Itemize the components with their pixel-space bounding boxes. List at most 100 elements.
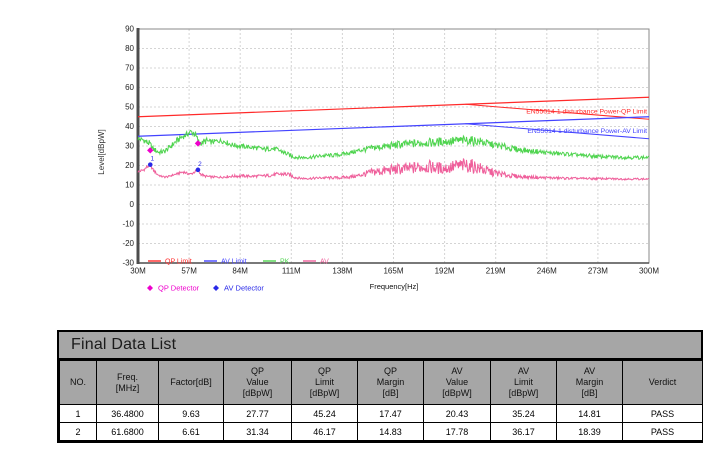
detector-legend-swatch	[213, 285, 219, 291]
header-cell: NO.	[59, 360, 97, 405]
data-cell: 36.17	[490, 422, 557, 441]
header-line: Verdict	[648, 377, 677, 387]
header-cell: AV Limit [dBpW]	[490, 360, 557, 405]
header-line: [dBpW]	[309, 388, 340, 398]
data-cell: PASS	[622, 404, 703, 423]
table-title: Final Data List	[59, 332, 701, 360]
x-tick-label: 165M	[383, 267, 403, 276]
legend-label: QP Limit	[165, 259, 192, 266]
header-line: [dB]	[581, 388, 598, 398]
header-cell: AV Value [dBpW]	[423, 360, 491, 405]
data-cell: 35.24	[490, 404, 557, 423]
x-tick-label: 138M	[332, 267, 352, 276]
header-line: QP	[383, 366, 397, 376]
x-tick-label: 57M	[181, 267, 197, 276]
data-cell: 27.77	[223, 404, 292, 423]
pk-trace	[137, 129, 650, 161]
data-cell: 45.24	[291, 404, 358, 423]
grid	[138, 29, 649, 263]
final-data-grid: NO. Freq. [MHz] Factor[dB] QP Value [dBpW] QP Li…	[59, 360, 703, 441]
data-cell: 9.63	[158, 404, 224, 423]
data-cell: 46.17	[291, 422, 358, 441]
header-line: NO.	[69, 377, 86, 387]
av-detector-marker	[147, 162, 153, 167]
header-line: AV	[583, 366, 596, 376]
table-row: 1 36.4800 9.63 27.77 45.24 17.47 20.43 35.24 14.…	[59, 404, 703, 423]
qp-limit-label: EN55014-1 disturbance Power-QP Limit	[526, 108, 647, 115]
y-tick-label: 40	[125, 122, 134, 131]
header-line: QP	[250, 366, 264, 376]
x-tick-label: 30M	[130, 267, 146, 276]
data-cell: 1	[59, 404, 97, 423]
header-cell: QP Value [dBpW]	[223, 360, 292, 405]
x-tick-label: 246M	[537, 267, 557, 276]
x-axis-title: Frequency[Hz]	[370, 282, 419, 291]
y-tick-label: 90	[125, 25, 134, 34]
header-cell: QP Limit [dBpW]	[291, 360, 358, 405]
y-tick-label: 0	[130, 200, 135, 209]
peak-number-label: 2	[198, 161, 202, 168]
x-tick-label: 84M	[232, 267, 248, 276]
y-tick-label: 80	[125, 44, 134, 53]
y-tick-label: 20	[125, 161, 134, 170]
av-detector-marker	[195, 167, 201, 173]
header-row: NO. Freq. [MHz] Factor[dB] QP Value [dBpW] QP Li…	[59, 360, 703, 405]
av-limit-line	[137, 116, 650, 137]
header-cell: Freq. [MHz]	[96, 360, 159, 405]
header-line: Freq.	[116, 371, 138, 382]
header-line: Margin	[575, 377, 604, 387]
data-cell: 18.39	[556, 422, 623, 441]
header-line: [dBpW]	[442, 388, 472, 398]
y-tick-label: 10	[125, 181, 134, 190]
legend-label: AV Limit	[221, 259, 247, 266]
header-line: AV	[517, 366, 530, 376]
detector-legend-swatch	[147, 285, 153, 291]
y-tick-label: 70	[125, 64, 134, 73]
av-limit-label: EN55014-1 disturbance Power-AV Limit	[527, 128, 647, 135]
header-line: AV	[451, 366, 463, 376]
y-tick-label: 50	[125, 103, 134, 112]
qp-detector-marker	[194, 140, 202, 147]
header-line: Margin	[376, 377, 405, 387]
data-cell: 61.6800	[96, 422, 159, 441]
legend-label: PK	[280, 259, 290, 266]
header-line: [dBpW]	[508, 388, 539, 398]
data-cell: 14.81	[556, 404, 623, 423]
detector-legend-label: QP Detector	[158, 284, 200, 293]
x-tick-label: 192M	[435, 267, 455, 276]
limit-leader-line	[465, 103, 650, 120]
header-line: Value	[445, 377, 469, 387]
final-data-table: Final Data List NO. Freq. [MHz] Factor[dB] Q…	[57, 330, 703, 443]
data-cell: 2	[59, 422, 97, 441]
y-axis-title: Level[dBpW]	[97, 129, 106, 174]
header-line: Value	[246, 377, 269, 387]
x-tick-label: 111M	[282, 267, 301, 276]
y-tick-label: -30	[122, 259, 134, 268]
table-row: 2 61.6800 6.61 31.34 46.17 14.83 17.78 36.17 18.…	[59, 422, 703, 441]
header-cell: QP Margin [dB]	[357, 360, 424, 405]
data-cell: 20.43	[423, 404, 491, 423]
data-cell: PASS	[622, 422, 703, 441]
y-tick-label: -10	[122, 220, 134, 229]
y-tick-label: 60	[125, 83, 134, 92]
data-cell: 14.83	[357, 422, 424, 441]
detector-legend-label: AV Detector	[224, 284, 264, 293]
header-line: QP	[317, 366, 331, 376]
data-cell: 31.34	[223, 422, 292, 441]
header-line: Factor[dB]	[170, 377, 212, 387]
data-cell: 36.4800	[96, 404, 159, 423]
qp-limit-line	[137, 96, 650, 118]
legend-label: AV	[320, 259, 329, 266]
header-line: [dB]	[382, 388, 399, 398]
limit-leader-line	[465, 123, 650, 140]
data-cell: 17.47	[357, 404, 424, 423]
header-line: [MHz]	[115, 382, 140, 393]
qp-detector-marker	[147, 147, 154, 154]
x-tick-label: 300M	[639, 267, 659, 276]
header-cell: Factor[dB]	[158, 360, 224, 405]
header-cell: AV Margin [dB]	[556, 360, 623, 405]
y-tick-label: 30	[125, 142, 134, 151]
x-tick-label: 219M	[486, 267, 506, 276]
